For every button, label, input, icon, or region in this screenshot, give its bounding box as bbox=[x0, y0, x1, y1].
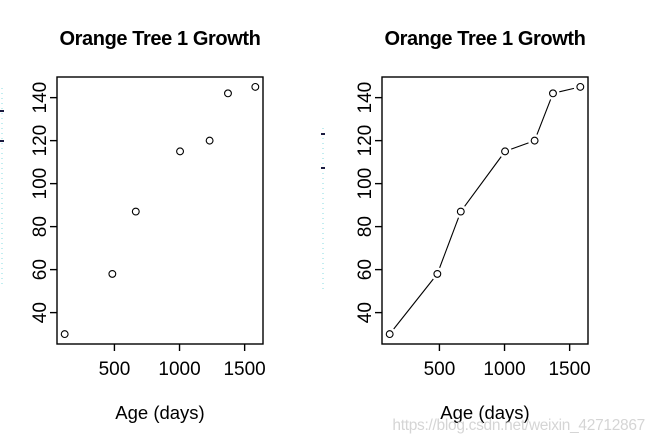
data-point bbox=[385, 330, 394, 339]
axis-box bbox=[56, 76, 264, 345]
line-segment bbox=[510, 142, 529, 150]
x-tick-label: 500 bbox=[424, 359, 456, 380]
y-tick-label: 100 bbox=[30, 168, 51, 200]
data-point bbox=[176, 147, 185, 156]
x-tick-label: 1500 bbox=[223, 359, 265, 380]
data-point bbox=[224, 89, 232, 98]
x-axis-label: Age (days) bbox=[440, 402, 530, 423]
data-point bbox=[108, 269, 117, 278]
figure-line: Orange Tree 1 Growth 500 1000 1500 40 60 80 10… bbox=[325, 0, 646, 442]
x-tick-label: 500 bbox=[99, 359, 131, 380]
y-tick-label: 60 bbox=[30, 259, 51, 280]
data-point bbox=[530, 136, 539, 145]
y-tick-label: 120 bbox=[355, 125, 376, 157]
line-segment bbox=[536, 99, 552, 135]
scatter-plot: 500 1000 1500 40 60 80 100 120 140 bbox=[30, 76, 266, 380]
data-point bbox=[251, 82, 260, 91]
data-point bbox=[60, 330, 69, 339]
x-tick-label: 1500 bbox=[548, 359, 590, 380]
y-tick-label: 140 bbox=[30, 82, 51, 114]
axis-box bbox=[381, 76, 589, 345]
data-point bbox=[131, 207, 140, 216]
y-tick-label: 100 bbox=[355, 168, 376, 200]
y-tick-label: 40 bbox=[355, 302, 376, 323]
y-tick-label: 80 bbox=[30, 216, 51, 237]
x-axis-label: Age (days) bbox=[115, 402, 205, 423]
y-tick-label: 80 bbox=[355, 216, 376, 237]
y-tick-label: 40 bbox=[30, 302, 51, 323]
plot-title: Orange Tree 1 Growth bbox=[59, 28, 261, 50]
data-point bbox=[456, 207, 465, 216]
figure-scatter: Orange Tree 1 Growth 500 1000 1500 40 60 80 10… bbox=[30, 28, 266, 423]
data-point bbox=[501, 147, 510, 156]
watermark-url: https://blog.csdn.net/weixin_42712867 bbox=[392, 417, 645, 434]
line-segment bbox=[393, 278, 434, 330]
y-tick-label: 60 bbox=[355, 259, 376, 280]
plot-title: Orange Tree 1 Growth bbox=[384, 28, 586, 50]
data-point bbox=[205, 136, 214, 145]
x-tick-label: 1000 bbox=[158, 359, 200, 380]
line-plot: 500 1000 1500 40 60 80 100 120 140 bbox=[355, 76, 591, 380]
line-segment bbox=[439, 217, 460, 269]
data-point bbox=[549, 89, 557, 98]
y-tick-label: 140 bbox=[355, 82, 376, 114]
line-segment bbox=[464, 156, 502, 207]
data-point bbox=[576, 82, 585, 91]
y-tick-label: 120 bbox=[30, 125, 51, 157]
x-tick-label: 1000 bbox=[483, 359, 525, 380]
data-point bbox=[433, 269, 442, 278]
line-segment bbox=[559, 87, 575, 93]
